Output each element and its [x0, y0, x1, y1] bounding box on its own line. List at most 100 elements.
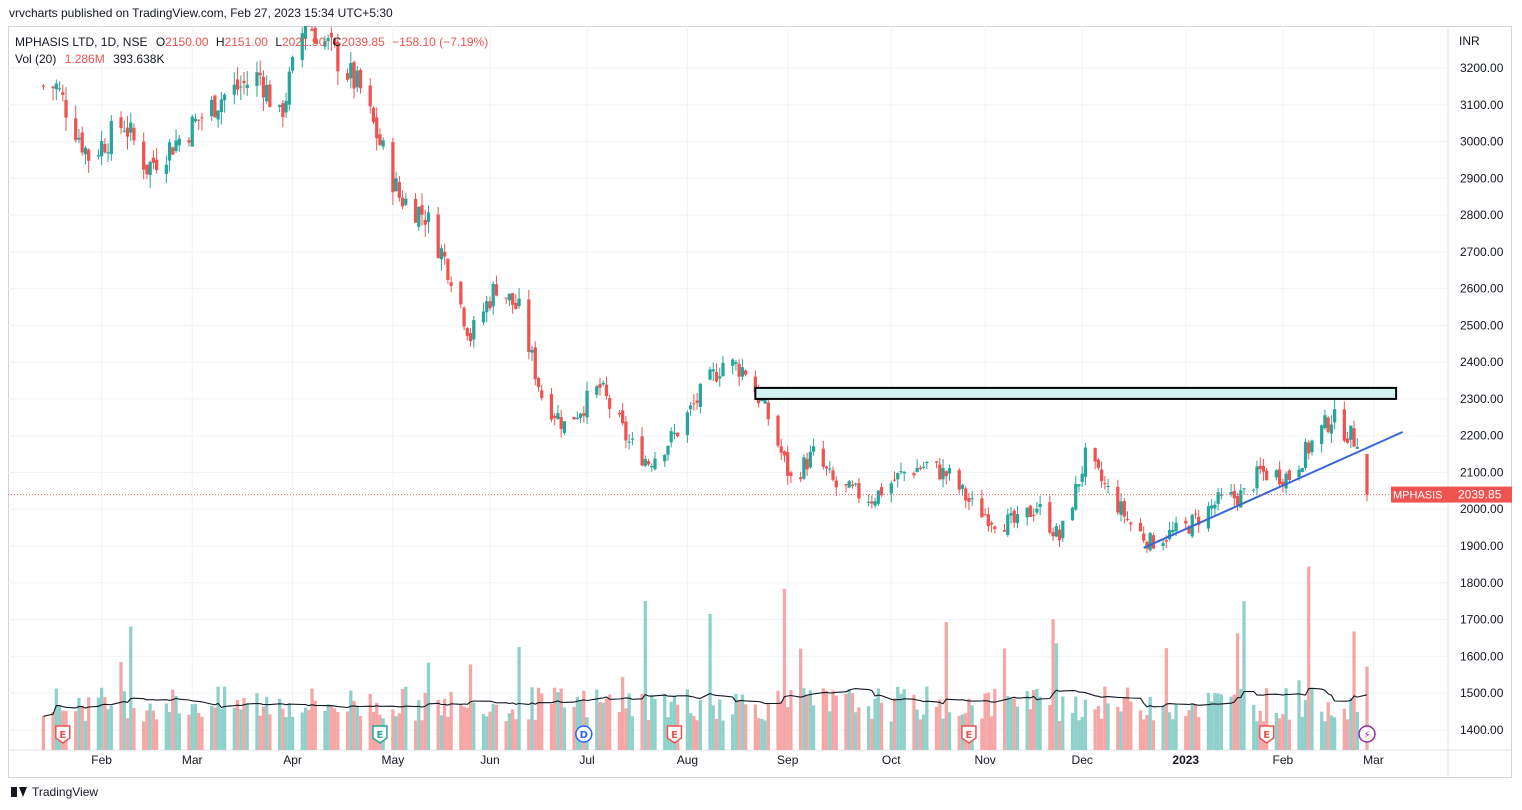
- currency-label[interactable]: INR: [1459, 34, 1480, 48]
- candle: [1349, 426, 1352, 448]
- event-marker-label: E: [377, 730, 384, 741]
- candle: [650, 463, 653, 471]
- candle-body: [835, 481, 838, 488]
- candle: [505, 298, 508, 304]
- candle-body: [925, 462, 928, 463]
- volume-indicator-label[interactable]: Vol (20): [15, 52, 56, 66]
- volume-bar: [618, 712, 621, 750]
- volume-bar: [333, 708, 336, 750]
- volume-bar: [178, 714, 181, 750]
- candle-body: [1310, 441, 1313, 452]
- volume-bar: [55, 689, 58, 750]
- candle-body: [1330, 424, 1333, 433]
- candle: [1106, 479, 1109, 493]
- volume-bar: [1327, 702, 1330, 750]
- volume-bar: [1352, 631, 1355, 750]
- candle: [268, 80, 271, 107]
- candle: [1006, 509, 1009, 537]
- candle: [1061, 520, 1064, 542]
- time-tick-label: Feb: [1273, 753, 1294, 767]
- candle: [55, 80, 58, 101]
- candle: [375, 107, 378, 150]
- candle: [239, 76, 242, 100]
- candle: [1119, 493, 1122, 521]
- candle-body: [1262, 466, 1265, 472]
- time-tick-label: Mar: [1363, 753, 1384, 767]
- candle: [831, 466, 834, 481]
- candle: [171, 146, 174, 155]
- candle-body: [877, 491, 880, 504]
- volume-bar: [877, 688, 880, 750]
- candle-body: [1365, 454, 1368, 495]
- volume-bar: [223, 687, 226, 750]
- volume-bar: [1356, 712, 1359, 750]
- volume-bar: [100, 688, 103, 750]
- candle-body: [401, 198, 404, 207]
- time-tick-label: 2023: [1172, 753, 1199, 767]
- candle: [356, 66, 359, 92]
- volume-bar: [1084, 700, 1087, 750]
- close-value: 2039.85: [341, 35, 384, 49]
- candle: [1055, 523, 1058, 537]
- candle-body: [1003, 530, 1006, 532]
- candle-body: [281, 103, 284, 117]
- volume-bar: [443, 699, 446, 750]
- candle-body: [1255, 466, 1258, 488]
- candle-body: [670, 431, 673, 442]
- volume-bar: [912, 695, 915, 750]
- volume-bar: [1123, 697, 1126, 750]
- candle: [598, 378, 601, 396]
- candle-body: [1343, 409, 1346, 440]
- volume-bar: [935, 707, 938, 750]
- candle: [488, 296, 491, 310]
- candle: [1330, 415, 1333, 443]
- event-marker-label: E: [1263, 730, 1270, 741]
- candle-body: [1071, 508, 1074, 521]
- price-tick-label: 2700.00: [1460, 245, 1504, 259]
- volume-bar: [689, 713, 692, 750]
- candle: [200, 113, 203, 131]
- candle: [129, 113, 132, 142]
- candle-body: [97, 155, 100, 156]
- candle-body: [935, 461, 938, 462]
- volume-bar: [1009, 697, 1012, 750]
- candle-body: [149, 162, 152, 175]
- volume-bar: [427, 663, 430, 750]
- volume-bar: [893, 698, 896, 750]
- volume-bar: [1071, 713, 1074, 750]
- candle-body: [624, 422, 627, 441]
- candle: [618, 410, 621, 418]
- volume-bar: [417, 700, 420, 750]
- volume-bar: [631, 716, 634, 750]
- volume-bar: [359, 716, 362, 750]
- tradingview-logo-icon: [11, 787, 27, 797]
- volume-bar: [404, 687, 407, 750]
- candle: [576, 412, 579, 420]
- candle: [1233, 484, 1236, 507]
- footer-brand-text: TradingView: [32, 785, 98, 799]
- volume-bar: [650, 695, 653, 750]
- candle-body: [517, 298, 520, 306]
- candle: [890, 481, 893, 503]
- candle: [281, 100, 284, 127]
- volume-bar: [1119, 711, 1122, 750]
- candle-body: [1304, 442, 1307, 468]
- symbol-title[interactable]: MPHASIS LTD, 1D, NSE: [15, 35, 147, 49]
- candle-body: [689, 405, 692, 409]
- candle-body: [288, 72, 291, 105]
- candle-body: [760, 400, 763, 401]
- candle-body: [1081, 474, 1084, 482]
- candle: [1343, 401, 1346, 442]
- candle: [1139, 518, 1142, 532]
- candle-body: [799, 477, 802, 479]
- price-chart[interactable]: 3200.00 3100.00 3000.00 2900.00 2800.00 2700.…: [8, 26, 1512, 778]
- candle-body: [945, 471, 948, 476]
- volume-bar: [1252, 705, 1255, 750]
- candle-body: [165, 165, 168, 174]
- candle: [738, 359, 741, 386]
- candle-body: [246, 85, 249, 88]
- candle: [579, 413, 582, 423]
- candle-body: [132, 128, 135, 141]
- volume-bar: [262, 707, 265, 750]
- candle: [644, 455, 647, 467]
